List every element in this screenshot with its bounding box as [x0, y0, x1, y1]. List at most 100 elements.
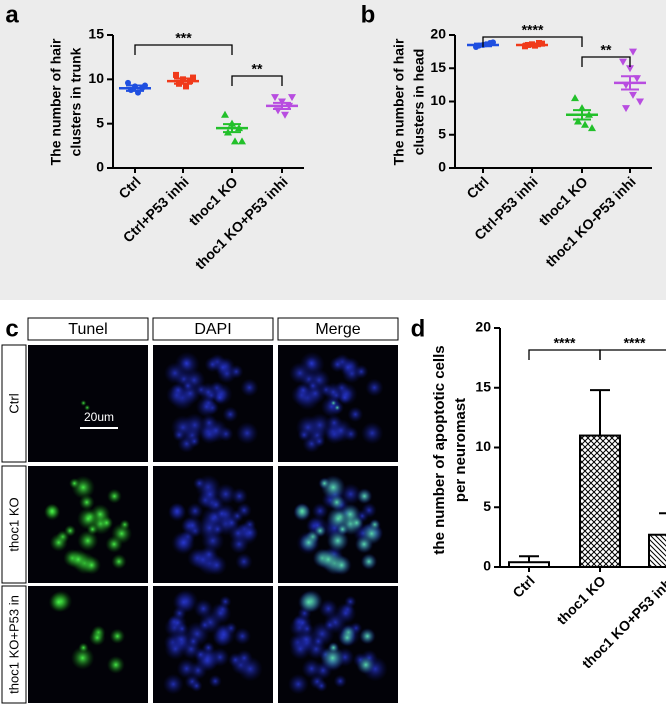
data-point — [190, 74, 196, 81]
nucleus — [304, 356, 319, 370]
row-label-box — [1, 465, 27, 584]
nucleus — [172, 590, 195, 614]
data-point — [288, 94, 296, 102]
tunel-signal — [105, 535, 123, 553]
y-tick-label: 0 — [483, 558, 491, 574]
tunel-signal — [69, 477, 80, 489]
column-header-box — [27, 317, 149, 341]
nucleus — [235, 421, 259, 445]
panel-label: d — [411, 315, 426, 342]
sem-bar — [523, 42, 541, 48]
nucleus — [360, 421, 384, 445]
nucleus — [162, 673, 184, 695]
column-header: Tunel — [68, 321, 107, 338]
nucleus — [333, 674, 347, 688]
data-point — [574, 117, 582, 125]
column-header: DAPI — [194, 321, 231, 338]
column-header-box — [277, 317, 399, 341]
significance-bracket — [528, 349, 601, 360]
tunel-signal — [49, 533, 68, 552]
sem-bar — [223, 123, 241, 134]
scale-bar-label: 20um — [84, 410, 114, 424]
tunel-signal — [328, 642, 339, 653]
nucleus — [236, 502, 252, 519]
nucleus — [215, 507, 229, 521]
row-label: thoc1 KO+P53 in — [6, 595, 21, 694]
row-label-box — [1, 585, 27, 704]
y-axis-label: The number of hair — [48, 38, 64, 165]
tunel-signal — [88, 629, 106, 646]
micrograph — [278, 586, 398, 703]
y-tick-label: 5 — [96, 114, 104, 130]
data-point — [636, 98, 644, 106]
tunel-signal — [48, 591, 69, 613]
nucleus — [176, 658, 197, 679]
tunel-signal — [355, 535, 373, 553]
y-tick-label: 15 — [88, 26, 104, 42]
y-axis-label: the number of apoptotic cells — [431, 345, 448, 554]
y-tick-label: 10 — [88, 70, 104, 86]
image-background — [28, 345, 148, 462]
sem-bar — [273, 101, 291, 111]
nucleus — [323, 382, 343, 402]
nucleus — [186, 634, 200, 648]
significance-label: ** — [601, 42, 612, 58]
nucleus — [235, 552, 253, 571]
data-point — [183, 83, 189, 90]
data-point — [629, 91, 637, 99]
y-axis-label: per neuromast — [452, 398, 469, 502]
nucleus — [237, 656, 263, 682]
bar — [648, 533, 666, 568]
micrograph — [153, 586, 273, 703]
sem-bar — [573, 109, 591, 121]
nucleus — [193, 476, 206, 490]
nucleus — [210, 522, 225, 537]
nucleus — [195, 396, 218, 418]
nucleus — [179, 356, 194, 370]
data-point — [281, 111, 289, 119]
data-point — [619, 58, 627, 66]
y-axis-label: The number of hair — [391, 38, 407, 165]
nucleus — [325, 414, 343, 432]
data-point — [622, 105, 630, 113]
data-point — [588, 124, 596, 132]
tunel-signal — [359, 628, 376, 644]
data-point — [221, 110, 229, 118]
nucleus — [181, 379, 195, 393]
nucleus — [219, 595, 232, 608]
x-tick-label: thoc1 KO — [553, 572, 608, 627]
micrograph — [153, 345, 273, 462]
tunel-signal — [78, 494, 95, 511]
tunel-signal — [327, 530, 349, 552]
y-tick-label: 10 — [430, 92, 446, 108]
nucleus — [287, 673, 309, 695]
tunel-signal — [356, 655, 375, 674]
nucleus — [200, 484, 220, 504]
data-point — [626, 65, 634, 73]
tunel-signal — [84, 404, 91, 411]
tunel-signal — [109, 628, 126, 644]
nucleus — [182, 515, 203, 536]
nucleus — [320, 396, 343, 418]
row-label-box — [1, 344, 27, 463]
tunel-signal — [336, 523, 349, 536]
nucleus — [311, 634, 325, 648]
tunel-signal — [361, 553, 377, 570]
y-tick-label: 0 — [438, 159, 446, 175]
micrograph — [28, 345, 148, 462]
nucleus — [297, 428, 311, 442]
tunel-signal — [64, 524, 77, 537]
y-tick-label: 5 — [483, 498, 491, 514]
nucleus — [164, 637, 187, 660]
data-point — [571, 94, 579, 102]
error-bar — [659, 512, 666, 515]
nucleus — [289, 362, 311, 385]
significance-label: *** — [175, 30, 192, 46]
tunel-signal — [314, 524, 327, 537]
nucleus — [200, 414, 218, 432]
significance-bracket — [599, 349, 666, 360]
nucleus — [186, 502, 204, 520]
bar — [508, 561, 550, 568]
sem-bar — [621, 75, 639, 91]
